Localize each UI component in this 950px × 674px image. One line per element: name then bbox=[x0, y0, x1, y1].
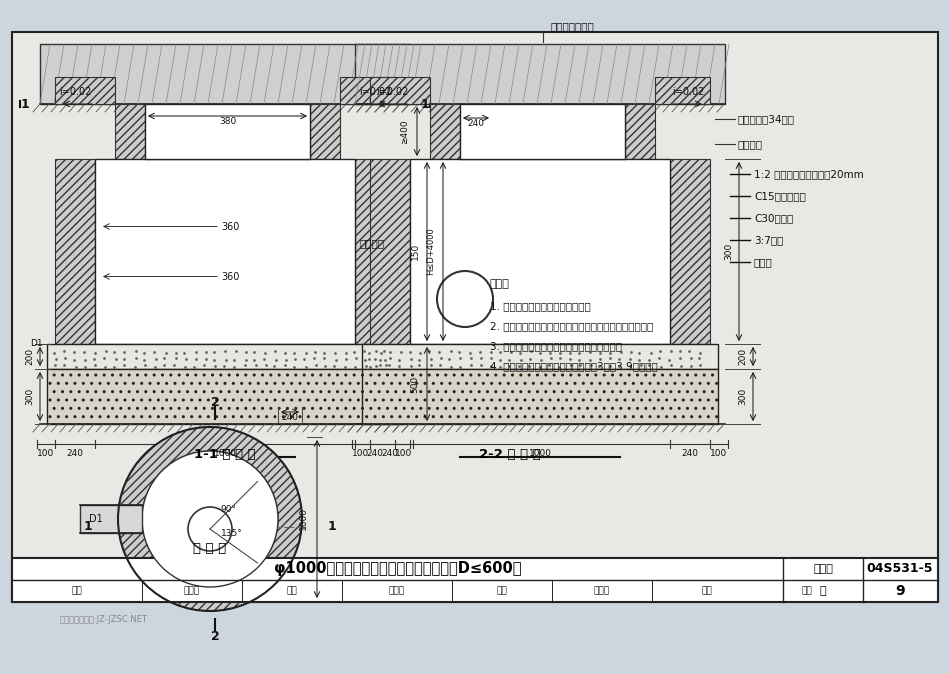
Text: 9: 9 bbox=[895, 584, 904, 598]
Text: 04S531-5: 04S531-5 bbox=[866, 563, 933, 576]
Text: 240: 240 bbox=[467, 119, 484, 129]
Text: 2-2 剖 面 图: 2-2 剖 面 图 bbox=[479, 448, 541, 460]
Text: 2: 2 bbox=[211, 630, 219, 642]
Text: 3:7灰土: 3:7灰土 bbox=[754, 235, 784, 245]
Bar bbox=[370, 77, 430, 104]
Bar bbox=[670, 159, 710, 344]
Text: 300: 300 bbox=[725, 243, 733, 260]
Text: 3. 管顶平接入支管见圆形排水检查井尺寸表。: 3. 管顶平接入支管见圆形排水检查井尺寸表。 bbox=[490, 341, 622, 351]
Text: 1:2 防水水泥沙浆抖面厚20mm: 1:2 防水水泥沙浆抖面厚20mm bbox=[754, 169, 864, 179]
Text: 土垫层: 土垫层 bbox=[754, 257, 772, 267]
Text: 1: 1 bbox=[328, 520, 336, 534]
Circle shape bbox=[142, 451, 278, 587]
Text: 1000: 1000 bbox=[528, 448, 552, 458]
Text: 240: 240 bbox=[681, 448, 698, 458]
Text: 100: 100 bbox=[37, 448, 54, 458]
Bar bbox=[340, 77, 395, 104]
Text: 平 面 图: 平 面 图 bbox=[194, 541, 227, 555]
Text: 1: 1 bbox=[421, 98, 429, 111]
Circle shape bbox=[437, 271, 493, 327]
Bar bbox=[362, 369, 718, 424]
Text: 赵彩花: 赵彩花 bbox=[594, 586, 610, 596]
Bar bbox=[370, 159, 410, 344]
Text: 图集号: 图集号 bbox=[813, 564, 833, 574]
Text: 2: 2 bbox=[211, 396, 219, 408]
Text: i=0.02: i=0.02 bbox=[672, 87, 704, 97]
Bar bbox=[362, 344, 718, 369]
Wedge shape bbox=[118, 427, 302, 611]
Bar bbox=[40, 44, 410, 104]
Text: 380: 380 bbox=[218, 117, 237, 127]
Text: H≤D+4000: H≤D+4000 bbox=[427, 228, 435, 276]
Text: 240: 240 bbox=[66, 448, 84, 458]
Text: 360: 360 bbox=[220, 222, 239, 231]
Text: 典尚建筑素材网·JZ-JZSC.NET: 典尚建筑素材网·JZ-JZSC.NET bbox=[60, 615, 148, 623]
Bar bbox=[355, 44, 725, 104]
Text: 1000: 1000 bbox=[214, 448, 237, 458]
Bar bbox=[12, 32, 938, 602]
Text: 360: 360 bbox=[220, 272, 239, 282]
Text: 1-1 剖 面 图: 1-1 剖 面 图 bbox=[194, 448, 256, 460]
Text: i=0.02: i=0.02 bbox=[359, 87, 391, 97]
Text: 150: 150 bbox=[410, 243, 420, 260]
Text: 花蕾: 花蕾 bbox=[802, 586, 812, 596]
Text: 100: 100 bbox=[352, 448, 370, 458]
Text: D1: D1 bbox=[30, 340, 43, 348]
Text: 1: 1 bbox=[84, 520, 92, 534]
Bar bbox=[655, 77, 710, 104]
Text: 4. 检查井井室高度要求见本册图集第3页中3.9条说明。: 4. 检查井井室高度要求见本册图集第3页中3.9条说明。 bbox=[490, 361, 657, 371]
Bar bbox=[80, 505, 142, 533]
Bar bbox=[47, 344, 403, 369]
Text: 1000: 1000 bbox=[298, 508, 308, 530]
Text: 井盖及井盖支座: 井盖及井盖支座 bbox=[551, 21, 595, 31]
Text: 100: 100 bbox=[395, 448, 412, 458]
Bar bbox=[115, 104, 145, 159]
Bar bbox=[460, 104, 625, 159]
Text: 200: 200 bbox=[26, 348, 34, 365]
Bar bbox=[355, 159, 395, 344]
Text: 200: 200 bbox=[738, 348, 748, 365]
Bar bbox=[625, 104, 655, 159]
Text: 校对: 校对 bbox=[287, 586, 297, 596]
Text: 240: 240 bbox=[382, 448, 398, 458]
Text: i=0.02: i=0.02 bbox=[59, 87, 91, 97]
Bar bbox=[430, 104, 460, 159]
Circle shape bbox=[188, 507, 232, 551]
Text: 张顺强: 张顺强 bbox=[184, 586, 200, 596]
Text: 赵整社: 赵整社 bbox=[389, 586, 405, 596]
Text: 90°: 90° bbox=[220, 505, 236, 514]
Text: 300: 300 bbox=[738, 388, 748, 405]
Text: 井盖板（见34页）: 井盖板（见34页） bbox=[738, 114, 795, 124]
Text: i=0.02: i=0.02 bbox=[376, 87, 408, 97]
Text: 1. 排水管道连接均采用管顶平接。: 1. 排水管道连接均采用管顶平接。 bbox=[490, 301, 591, 311]
Text: 100: 100 bbox=[711, 448, 728, 458]
Text: ≥400: ≥400 bbox=[401, 119, 409, 144]
Text: 2. 排水管道平面位置以工程设计图为准，本图仅为示意。: 2. 排水管道平面位置以工程设计图为准，本图仅为示意。 bbox=[490, 321, 654, 331]
Bar bbox=[95, 159, 355, 344]
Text: 防水啗管: 防水啗管 bbox=[360, 239, 385, 249]
Text: 300: 300 bbox=[26, 388, 34, 405]
Text: 135°: 135° bbox=[221, 530, 243, 539]
Bar bbox=[55, 159, 95, 344]
Text: 说明：: 说明： bbox=[490, 279, 510, 289]
Text: D1: D1 bbox=[89, 514, 103, 524]
Bar bbox=[12, 558, 938, 602]
Text: C15混凝土流槽: C15混凝土流槽 bbox=[754, 191, 806, 201]
Text: C30混凝土: C30混凝土 bbox=[754, 213, 793, 223]
Bar bbox=[310, 104, 340, 159]
Bar bbox=[55, 77, 115, 104]
Text: φ1000圆形砖砂排水检查井（盖板式）（D≤600）: φ1000圆形砖砂排水检查井（盖板式）（D≤600） bbox=[274, 561, 522, 576]
Bar bbox=[145, 104, 310, 159]
Bar bbox=[47, 369, 403, 424]
Text: 铸铁路步: 铸铁路步 bbox=[738, 139, 763, 149]
Bar bbox=[410, 159, 670, 344]
Text: 1: 1 bbox=[21, 98, 29, 111]
Text: 240: 240 bbox=[367, 448, 384, 458]
Text: 参照: 参照 bbox=[497, 586, 507, 596]
Text: 审核: 审核 bbox=[71, 586, 83, 596]
Text: 页: 页 bbox=[820, 586, 826, 596]
Text: 240: 240 bbox=[281, 414, 298, 423]
Text: 设计: 设计 bbox=[702, 586, 712, 596]
Text: 500: 500 bbox=[410, 375, 420, 393]
